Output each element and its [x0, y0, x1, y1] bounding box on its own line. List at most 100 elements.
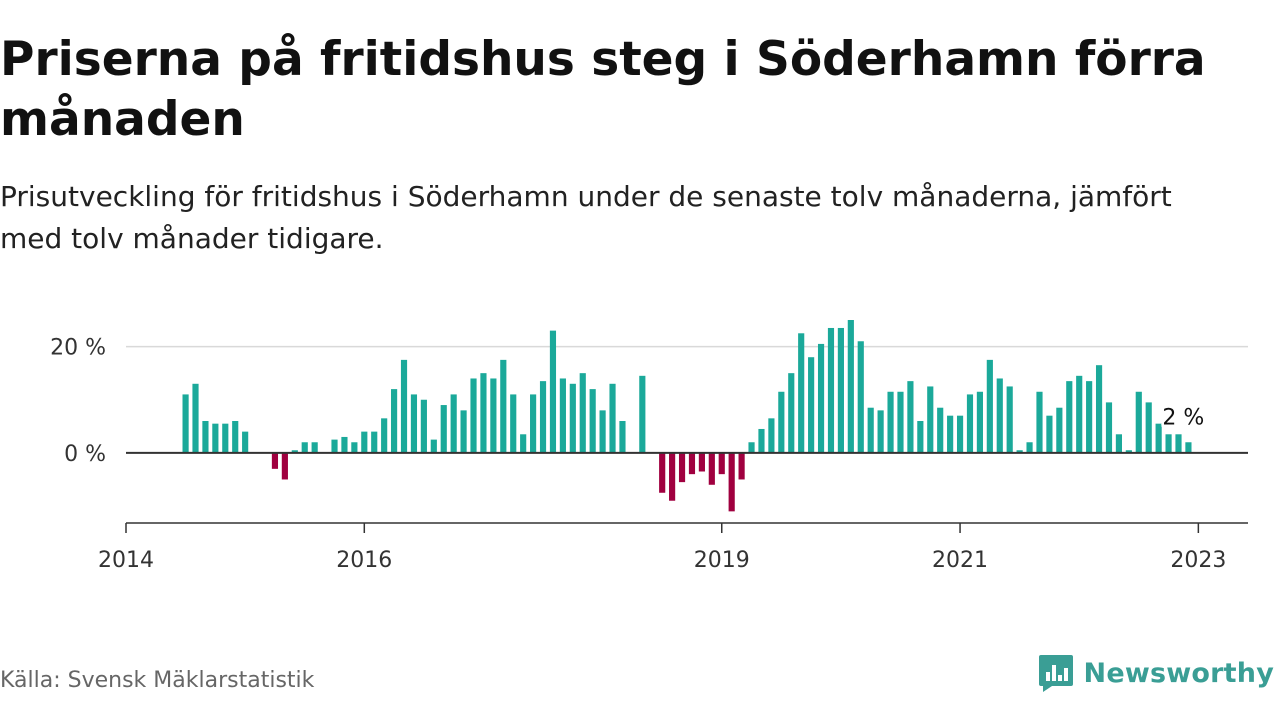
bar	[956, 415, 964, 453]
bar	[539, 381, 547, 453]
price-change-chart: 0 % 20 % 2014 2016 2019 2021 2023 2 %	[50, 320, 1248, 573]
bar	[549, 330, 557, 453]
bar	[480, 373, 487, 453]
bar	[192, 383, 199, 453]
bar	[579, 373, 586, 453]
bar	[877, 410, 884, 453]
bar	[827, 327, 835, 453]
bar	[559, 378, 566, 453]
bar	[758, 428, 765, 453]
bar	[748, 442, 755, 453]
page-title: Priserna på fritidshus steg i Söderhamn …	[0, 32, 1206, 147]
bar	[1036, 391, 1043, 453]
bar	[490, 378, 497, 453]
bar	[966, 394, 974, 453]
bar	[986, 359, 993, 453]
bar	[1026, 442, 1033, 453]
bar	[976, 391, 983, 453]
bar	[907, 381, 914, 453]
y-tick-label: 20 %	[50, 336, 106, 361]
bar	[341, 436, 348, 453]
bar	[619, 421, 626, 453]
bar	[1105, 402, 1113, 453]
x-tick-label: 2019	[694, 548, 750, 573]
bar	[718, 452, 725, 475]
bars	[182, 320, 1192, 512]
bar	[768, 418, 775, 453]
bar	[222, 423, 229, 453]
bar	[371, 431, 378, 453]
x-tick-label: 2023	[1170, 548, 1226, 573]
bar	[728, 452, 735, 512]
bar	[927, 386, 934, 453]
axes	[125, 451, 1248, 533]
labels: 0 % 20 % 2014 2016 2019 2021 2023 2 %	[50, 336, 1226, 573]
bar	[817, 343, 825, 453]
bar	[510, 394, 517, 453]
bar	[917, 421, 924, 453]
bar	[857, 341, 864, 453]
bar	[1135, 391, 1142, 453]
bar	[1125, 450, 1132, 453]
y-tick-label: 0 %	[64, 442, 106, 467]
newsworthy-logo: Newsworthy	[1038, 654, 1274, 692]
x-tick-label: 2016	[336, 548, 392, 573]
bar	[847, 320, 854, 453]
bar	[788, 373, 795, 453]
latest-value-label: 2 %	[1162, 405, 1204, 430]
bar	[867, 407, 874, 453]
bar	[331, 439, 338, 453]
bar	[1095, 365, 1103, 453]
bar	[182, 394, 189, 453]
x-tick-label: 2021	[932, 548, 988, 573]
newsworthy-logo-icon	[1038, 655, 1073, 692]
bar	[589, 389, 596, 453]
bar	[1165, 434, 1172, 453]
bar	[609, 383, 616, 453]
bar	[1185, 442, 1192, 453]
bar	[520, 434, 527, 453]
bar	[400, 359, 408, 453]
bar	[381, 418, 388, 453]
bar	[232, 421, 239, 453]
bar	[430, 439, 437, 453]
bar	[659, 452, 666, 493]
bar	[698, 452, 705, 472]
bar	[281, 452, 288, 480]
bar	[569, 383, 576, 453]
bar	[639, 375, 646, 453]
bar	[391, 389, 398, 453]
bar	[1046, 415, 1053, 453]
bar	[708, 452, 715, 485]
brand-name: Newsworthy	[1083, 657, 1274, 689]
bar	[1056, 407, 1063, 453]
bar	[1006, 386, 1013, 453]
bar	[778, 391, 785, 453]
bar	[1086, 381, 1093, 453]
bar	[1016, 450, 1023, 453]
bar	[311, 442, 318, 453]
bar	[897, 391, 904, 453]
bar	[1066, 381, 1073, 453]
bar	[996, 378, 1003, 453]
bar	[291, 450, 298, 453]
bar	[202, 421, 209, 453]
bar	[530, 394, 537, 453]
bar	[420, 399, 427, 453]
bar	[460, 410, 467, 453]
bar	[410, 394, 418, 453]
page-subtitle: Prisutveckling för fritidshus i Söderham…	[0, 180, 1172, 255]
bar	[599, 410, 606, 453]
bar	[738, 452, 745, 480]
bar	[1115, 434, 1122, 453]
bar	[440, 405, 447, 453]
bar	[242, 431, 249, 453]
x-tick-label: 2014	[98, 548, 154, 573]
bar	[678, 452, 686, 483]
bar	[212, 423, 219, 453]
bar	[808, 357, 815, 453]
bar	[937, 407, 944, 453]
bar	[887, 391, 894, 453]
bar	[947, 415, 954, 453]
bar	[271, 452, 279, 469]
